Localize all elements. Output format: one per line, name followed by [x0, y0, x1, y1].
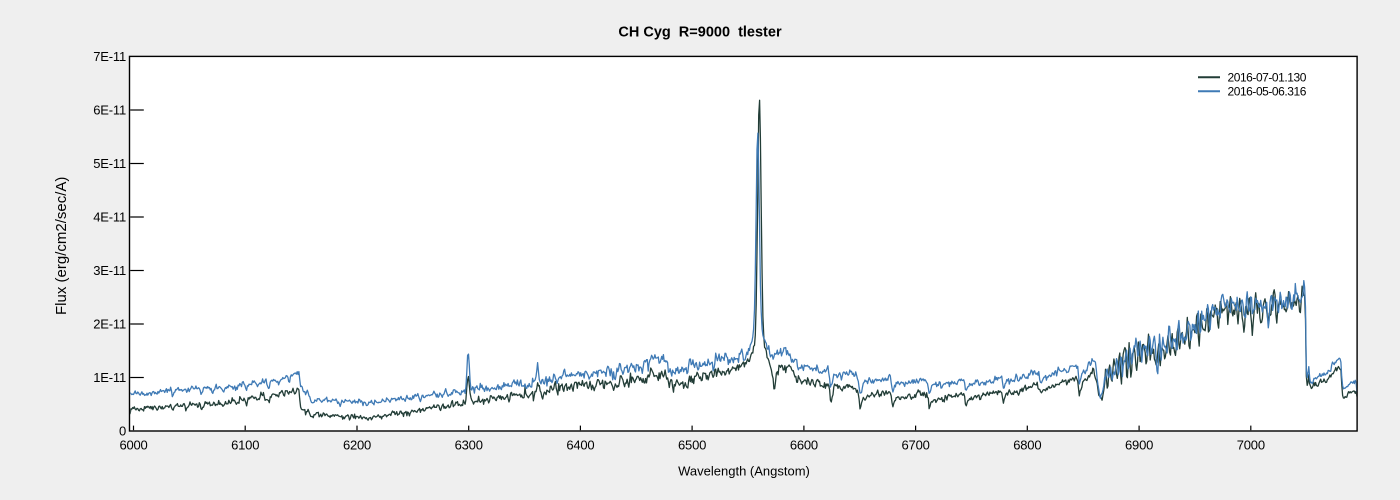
svg-text:6500: 6500: [678, 438, 706, 453]
svg-text:5E-11: 5E-11: [93, 156, 126, 171]
svg-text:6900: 6900: [1125, 438, 1153, 453]
svg-text:2E-11: 2E-11: [93, 317, 126, 332]
svg-text:6800: 6800: [1013, 438, 1041, 453]
svg-text:4E-11: 4E-11: [93, 210, 126, 225]
svg-text:Flux (erg/cm2/sec/A): Flux (erg/cm2/sec/A): [53, 177, 70, 315]
svg-text:6700: 6700: [902, 438, 930, 453]
svg-text:2016-07-01.130: 2016-07-01.130: [1228, 70, 1307, 84]
svg-text:6300: 6300: [455, 438, 483, 453]
svg-text:3E-11: 3E-11: [93, 263, 126, 278]
svg-text:CH Cyg R=9000 tlester: CH Cyg R=9000 tlester: [618, 25, 782, 41]
svg-text:6100: 6100: [231, 438, 259, 453]
svg-text:1E-11: 1E-11: [93, 370, 126, 385]
svg-text:6000: 6000: [119, 438, 147, 453]
svg-text:Wavelength (Angstom): Wavelength (Angstom): [678, 464, 810, 479]
svg-text:7E-11: 7E-11: [93, 49, 126, 64]
svg-text:6E-11: 6E-11: [93, 103, 126, 118]
svg-text:6600: 6600: [790, 438, 818, 453]
svg-text:7000: 7000: [1237, 438, 1265, 453]
svg-text:2016-05-06.316: 2016-05-06.316: [1228, 85, 1307, 99]
svg-text:6200: 6200: [343, 438, 371, 453]
svg-text:6400: 6400: [566, 438, 594, 453]
svg-text:0: 0: [119, 424, 126, 439]
